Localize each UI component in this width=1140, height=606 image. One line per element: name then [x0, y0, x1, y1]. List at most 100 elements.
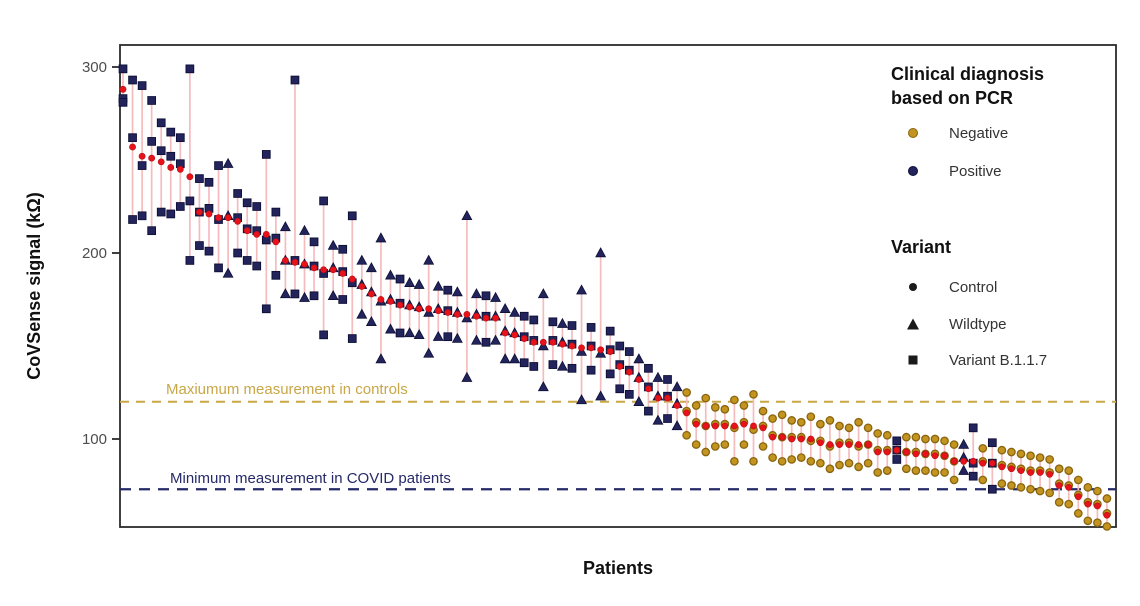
mean-dot	[616, 363, 624, 370]
replicate-marker-circle	[1093, 486, 1102, 496]
replicate-marker-circle	[844, 458, 854, 468]
replicate-marker-circle	[701, 393, 711, 403]
mean-dot	[358, 283, 366, 290]
legend-control-circle-icon	[909, 283, 917, 291]
mean-dot	[148, 154, 156, 162]
replicate-marker-circle	[1007, 447, 1016, 457]
replicate-marker-triangle	[470, 334, 482, 345]
replicate-marker-square	[968, 423, 978, 433]
replicate-marker-triangle	[432, 280, 444, 291]
mean-dot	[902, 448, 910, 456]
replicate-marker-square	[319, 196, 328, 206]
replicate-marker-square	[309, 291, 319, 301]
replicate-marker-square	[481, 291, 491, 301]
replicate-marker-circle	[816, 458, 825, 468]
replicate-marker-circle	[1093, 518, 1102, 528]
replicate-marker-circle	[682, 430, 691, 440]
replicate-marker-triangle	[385, 323, 396, 334]
replicate-marker-triangle	[499, 302, 511, 313]
mean-dot	[692, 420, 700, 428]
legend-wildtype-label: Wildtype	[949, 316, 1007, 333]
replicate-marker-circle	[1007, 481, 1016, 490]
replicate-marker-circle	[863, 423, 873, 433]
y-tick-200: 200	[82, 245, 107, 262]
replicate-marker-circle	[921, 466, 930, 475]
replicate-marker-circle	[997, 445, 1007, 455]
replicate-marker-triangle	[327, 289, 339, 300]
mean-dot	[1084, 500, 1092, 508]
replicate-marker-square	[175, 133, 185, 143]
replicate-marker-triangle	[375, 232, 387, 243]
replicate-marker-triangle	[451, 286, 463, 297]
replicate-marker-circle	[691, 401, 701, 410]
replicate-marker-circle	[796, 417, 806, 427]
mean-dot	[664, 394, 671, 402]
replicate-marker-circle	[730, 456, 739, 466]
mean-dot	[272, 238, 280, 246]
mean-dot	[864, 441, 872, 448]
replicate-marker-square	[624, 347, 634, 356]
replicate-marker-square	[663, 375, 672, 384]
replicate-marker-circle	[758, 406, 768, 416]
replicate-marker-circle	[854, 417, 863, 427]
replicate-marker-triangle	[595, 247, 607, 258]
replicate-marker-circle	[1045, 488, 1054, 498]
replicate-marker-circle	[1035, 453, 1045, 462]
mean-dot	[797, 435, 805, 443]
replicate-marker-circle	[806, 456, 816, 466]
replicate-marker-square	[195, 241, 204, 250]
replicate-marker-circle	[825, 464, 835, 474]
replicate-marker-triangle	[423, 347, 435, 358]
mean-dot	[988, 459, 996, 467]
replicate-marker-square	[137, 81, 147, 90]
replicate-marker-circle	[701, 447, 711, 457]
replicate-marker-square	[663, 414, 672, 423]
replicate-marker-circle	[682, 388, 691, 397]
replicate-marker-circle	[873, 468, 883, 477]
replicate-marker-square	[968, 471, 978, 481]
replicate-marker-square	[252, 261, 262, 271]
replicate-marker-circle	[1016, 483, 1026, 492]
replicate-marker-triangle	[356, 308, 368, 319]
replicate-marker-square	[137, 211, 147, 221]
replicate-marker-square	[147, 226, 157, 236]
mean-dot	[396, 301, 404, 309]
mean-dot	[367, 290, 375, 298]
mean-dot	[291, 258, 299, 266]
replicate-marker-triangle	[461, 371, 473, 382]
mean-dot	[702, 422, 710, 430]
mean-dot	[406, 303, 413, 311]
replicate-marker-triangle	[537, 288, 549, 299]
replicate-marker-circle	[873, 429, 883, 438]
replicate-marker-circle	[739, 440, 749, 449]
replicate-marker-triangle	[556, 317, 568, 328]
replicate-marker-circle	[1102, 494, 1112, 503]
mean-dot	[415, 305, 423, 313]
replicate-marker-circle	[1026, 451, 1035, 461]
mean-dot	[769, 433, 777, 441]
y-axis-title: CoVSense signal (kΩ)	[24, 192, 44, 379]
mean-dot	[1103, 511, 1111, 519]
replicate-marker-square	[214, 263, 223, 273]
replicate-marker-square	[443, 285, 453, 295]
replicate-marker-circle	[1054, 497, 1064, 507]
mean-dot	[1008, 465, 1015, 473]
replicate-marker-circle	[1064, 499, 1074, 509]
replicate-marker-circle	[749, 456, 758, 466]
replicate-marker-triangle	[423, 254, 435, 265]
replicate-marker-triangle	[279, 288, 291, 299]
replicate-marker-triangle	[595, 390, 607, 401]
mean-dot	[912, 450, 920, 458]
mean-dot	[501, 329, 509, 337]
mean-dot	[339, 270, 347, 277]
replicate-marker-circle	[930, 434, 940, 444]
replicate-marker-triangle	[633, 395, 645, 406]
mean-dot	[138, 152, 146, 160]
mean-dot	[1094, 502, 1101, 510]
mean-dot	[463, 310, 471, 318]
replicate-marker-square	[395, 328, 405, 338]
mean-dot	[348, 275, 356, 283]
replicate-marker-circle	[768, 414, 777, 423]
mean-dot	[816, 439, 824, 447]
